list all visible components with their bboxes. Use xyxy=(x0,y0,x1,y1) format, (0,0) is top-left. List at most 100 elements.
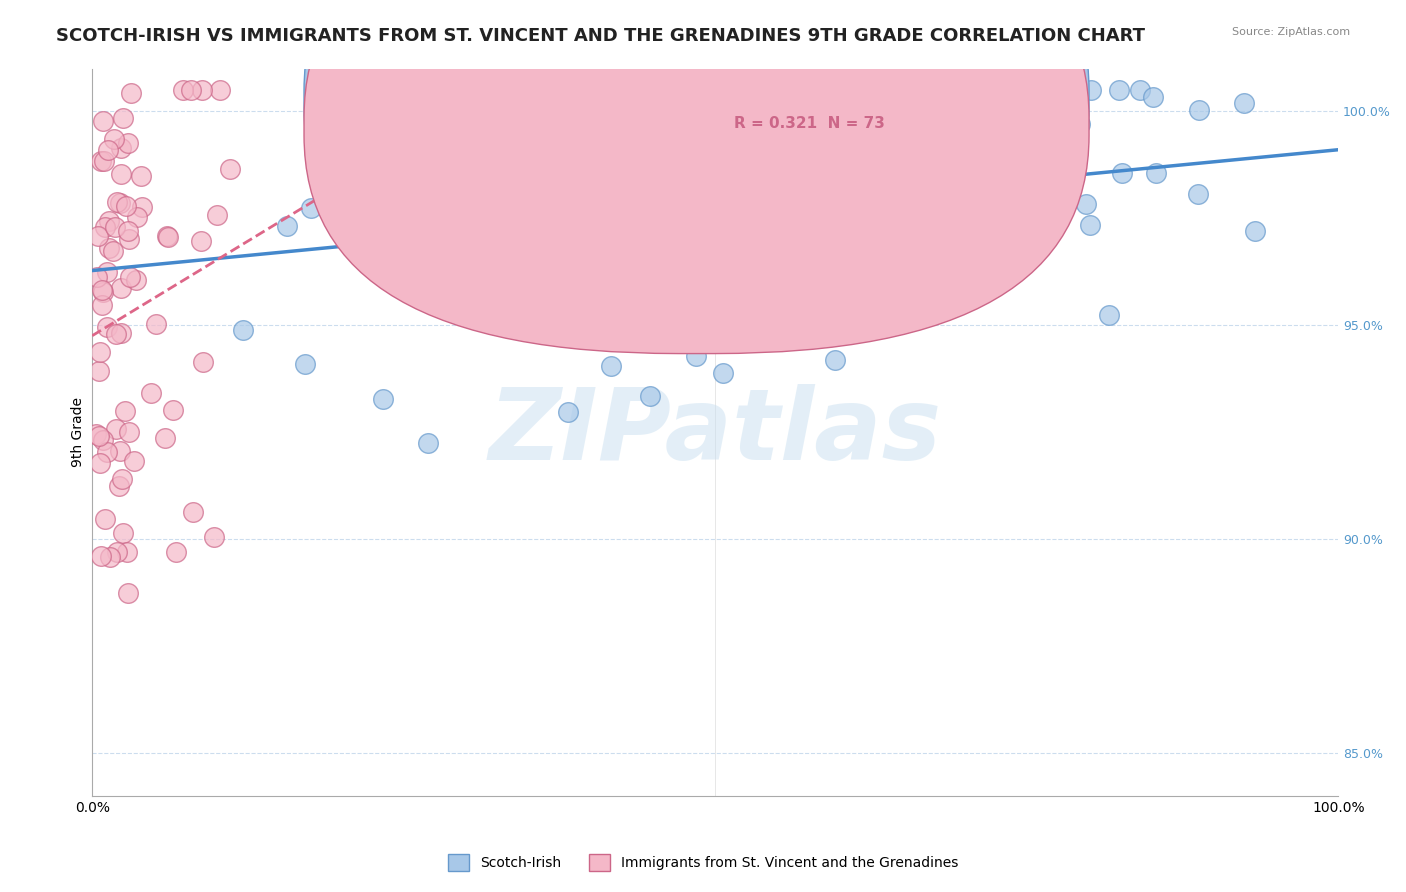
Point xyxy=(97,143,120,157)
Point xyxy=(276,219,298,233)
Point xyxy=(96,445,118,459)
Point xyxy=(294,357,316,371)
Point xyxy=(783,234,806,248)
Point xyxy=(107,545,129,559)
Point xyxy=(103,132,125,146)
Point xyxy=(94,511,117,525)
Point xyxy=(882,192,904,206)
Point xyxy=(510,258,533,272)
Point xyxy=(915,210,938,224)
Point xyxy=(935,243,957,257)
Point xyxy=(86,269,108,284)
Point xyxy=(105,422,128,436)
Point xyxy=(90,298,112,312)
Point xyxy=(486,199,509,213)
Point xyxy=(117,224,139,238)
Point xyxy=(115,545,138,559)
Point xyxy=(111,472,134,486)
Point xyxy=(640,389,662,403)
Point xyxy=(1108,83,1130,97)
Point xyxy=(932,185,955,199)
Point xyxy=(96,265,118,279)
Point xyxy=(361,161,384,176)
Point xyxy=(1097,308,1119,322)
Text: R = 0.321  N = 73: R = 0.321 N = 73 xyxy=(734,116,884,130)
Point xyxy=(103,244,125,259)
Point xyxy=(105,194,128,209)
Point xyxy=(900,161,922,175)
Point xyxy=(89,344,111,359)
Point xyxy=(737,83,759,97)
Point xyxy=(904,205,927,219)
Point xyxy=(90,153,112,168)
Point xyxy=(879,83,901,97)
Point xyxy=(110,326,132,340)
Point xyxy=(1069,117,1091,131)
Point xyxy=(371,392,394,406)
Point xyxy=(180,83,202,97)
Point xyxy=(554,120,576,135)
Text: R = 0.366  N = 99: R = 0.366 N = 99 xyxy=(734,88,884,103)
Point xyxy=(672,254,695,268)
Point xyxy=(922,270,945,285)
Point xyxy=(139,386,162,401)
Point xyxy=(859,95,882,109)
Point xyxy=(110,141,132,155)
Point xyxy=(709,123,731,137)
Point xyxy=(181,505,204,519)
Point xyxy=(418,435,440,450)
Point xyxy=(309,103,332,118)
Point xyxy=(1000,220,1022,235)
Point xyxy=(661,223,683,237)
Point xyxy=(120,86,142,100)
Point xyxy=(662,237,685,252)
Point xyxy=(1142,90,1164,104)
Point xyxy=(406,285,429,299)
Point xyxy=(1187,186,1209,201)
Point xyxy=(387,202,409,217)
Point xyxy=(799,103,821,118)
Point xyxy=(115,198,138,212)
Point xyxy=(86,427,108,442)
Point xyxy=(87,364,110,378)
Point xyxy=(662,174,685,188)
Point xyxy=(953,200,976,214)
Y-axis label: 9th Grade: 9th Grade xyxy=(72,397,86,467)
Point xyxy=(153,431,176,445)
Point xyxy=(118,425,141,440)
Point xyxy=(696,162,718,177)
Point xyxy=(87,228,110,243)
Point xyxy=(658,209,681,223)
Point xyxy=(557,404,579,418)
Point xyxy=(536,194,558,208)
Point xyxy=(762,85,785,99)
Point xyxy=(897,167,920,181)
Point xyxy=(191,355,214,369)
Point xyxy=(1080,218,1102,232)
Point xyxy=(93,153,115,168)
Point xyxy=(336,167,359,181)
Point xyxy=(787,330,810,344)
Point xyxy=(125,273,148,287)
Point xyxy=(129,169,152,183)
Point xyxy=(145,317,167,331)
Point xyxy=(156,228,179,243)
Point xyxy=(1146,166,1168,180)
Point xyxy=(375,160,398,174)
Point xyxy=(124,454,146,468)
Point xyxy=(219,161,242,176)
Point xyxy=(489,215,512,229)
FancyBboxPatch shape xyxy=(304,0,1090,353)
Point xyxy=(720,83,742,97)
Point xyxy=(465,280,488,294)
Point xyxy=(156,230,179,244)
Point xyxy=(131,200,153,214)
Point xyxy=(190,234,212,248)
Point xyxy=(887,295,910,310)
Point xyxy=(389,153,412,167)
Point xyxy=(90,284,112,298)
Point xyxy=(202,530,225,544)
Legend: Scotch-Irish, Immigrants from St. Vincent and the Grenadines: Scotch-Irish, Immigrants from St. Vincen… xyxy=(443,848,963,876)
Point xyxy=(112,526,135,541)
Point xyxy=(110,443,132,458)
